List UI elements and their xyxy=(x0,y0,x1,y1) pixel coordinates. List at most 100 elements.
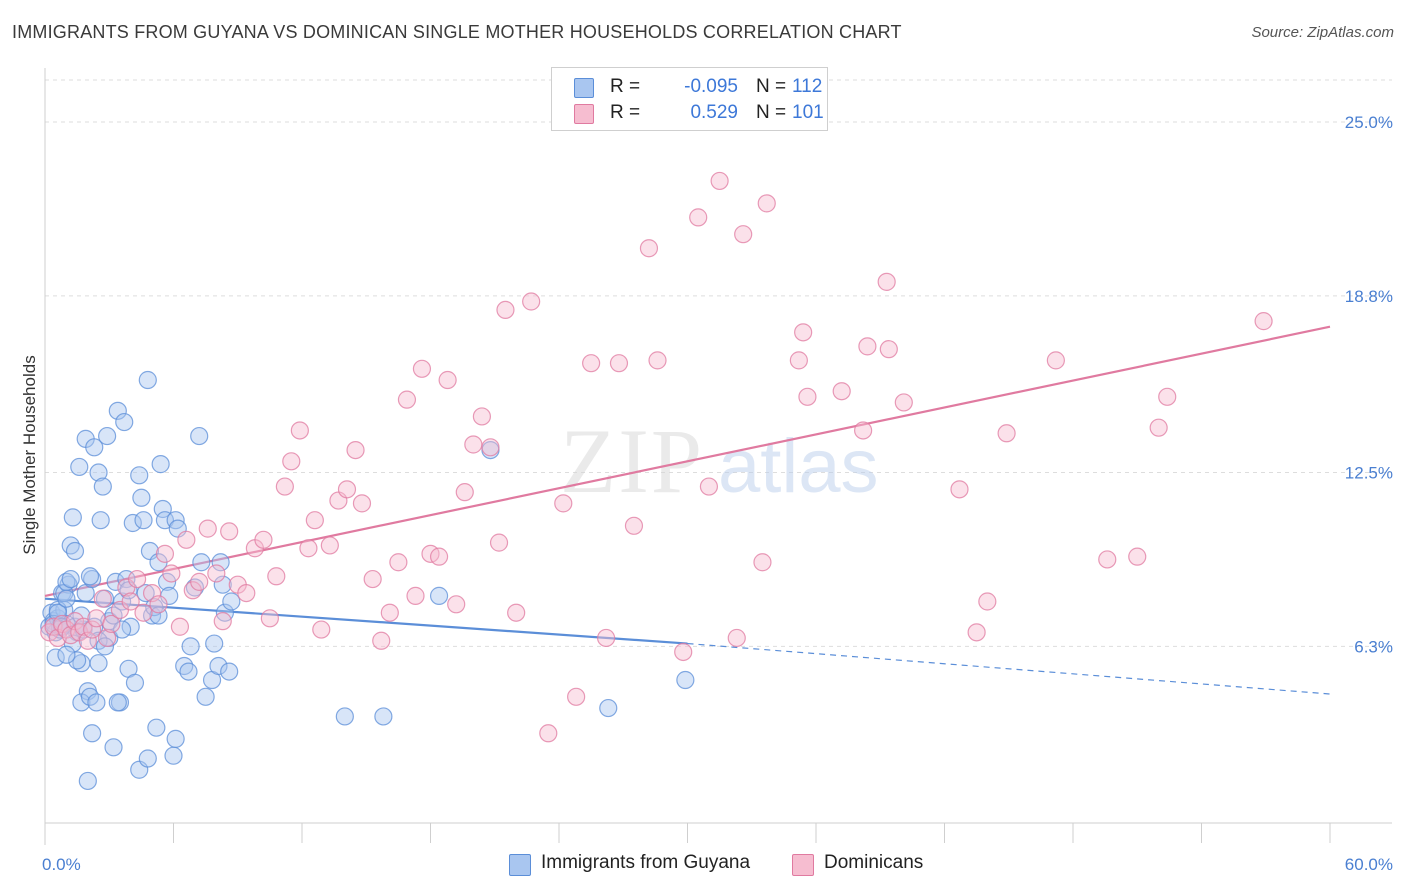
dominican-point xyxy=(198,519,217,538)
bottom-legend-label: Immigrants from Guyana xyxy=(541,852,751,873)
y-tick-label: 18.8% xyxy=(1345,287,1393,306)
guyana-point xyxy=(85,438,104,457)
dominican-point xyxy=(142,583,162,603)
grid-lines xyxy=(45,79,1392,647)
guyana-point xyxy=(125,673,145,692)
dominican-point xyxy=(624,516,644,535)
dominican-point xyxy=(121,592,140,611)
bottom-legend-label: Dominicans xyxy=(824,852,924,873)
dominican-point xyxy=(794,323,813,342)
dominican-point xyxy=(389,553,408,572)
guyana-point xyxy=(130,466,149,485)
dominican-point xyxy=(967,623,986,642)
dominican-point xyxy=(1098,550,1117,569)
dominican-point xyxy=(213,612,232,631)
watermark: ZIP xyxy=(560,410,704,512)
guyana-trend-extension xyxy=(687,642,1331,695)
guyana-point xyxy=(61,569,80,589)
correlation-legend: R = -0.095 N = 112 R = 0.529 N = 101 xyxy=(551,67,828,131)
dominican-point xyxy=(237,583,256,603)
guyana-point xyxy=(192,553,211,572)
dominican-point xyxy=(102,614,121,634)
dominican-point xyxy=(734,225,753,244)
dominican-point xyxy=(162,564,181,583)
guyana-point xyxy=(374,707,393,726)
dominican-point xyxy=(299,539,318,558)
guyana-point xyxy=(155,511,175,530)
dominican-point xyxy=(1158,387,1177,406)
dominican-point xyxy=(464,435,483,454)
legend-n-value: 101 xyxy=(792,102,824,123)
dominican-point xyxy=(1128,547,1147,566)
guyana-point xyxy=(429,586,449,605)
guyana-point xyxy=(87,693,106,712)
dominican-point xyxy=(260,609,279,628)
dominican-point xyxy=(522,292,541,311)
dominican-point xyxy=(789,351,808,370)
guyana-point xyxy=(65,541,85,561)
guyana-point xyxy=(83,569,102,589)
chart-title: IMMIGRANTS FROM GUYANA VS DOMINICAN SING… xyxy=(12,22,902,42)
guyana-point xyxy=(108,693,127,712)
dominican-point xyxy=(472,407,491,426)
guyana-point xyxy=(112,620,132,639)
dominican-point xyxy=(352,494,372,513)
guyana-point xyxy=(123,513,142,533)
dominican-point xyxy=(689,208,708,227)
dominican-point xyxy=(609,354,629,373)
dominican-point xyxy=(489,533,509,552)
dominican-point xyxy=(950,480,969,499)
legend-swatch-guyana xyxy=(574,78,594,98)
dominican-point xyxy=(567,687,586,706)
dominican-point xyxy=(507,603,526,622)
guyana-point xyxy=(104,738,123,757)
bottom-legend-swatch-dominicans xyxy=(792,854,814,876)
dominican-point xyxy=(674,642,693,662)
legend-r-value: 0.529 xyxy=(690,102,738,123)
dominican-point xyxy=(312,620,331,639)
guyana-point xyxy=(335,707,354,726)
data-points xyxy=(40,171,1273,791)
dominican-point xyxy=(1046,351,1065,370)
guyana-point xyxy=(157,572,177,591)
guyana-point xyxy=(196,687,215,706)
dominican-point xyxy=(879,340,898,359)
dominican-point xyxy=(254,530,273,549)
guyana-point xyxy=(78,771,97,791)
dominican-point xyxy=(78,631,97,650)
dominican-point xyxy=(177,530,196,549)
guyana-point xyxy=(68,651,87,670)
dominican-point xyxy=(282,452,301,471)
dominican-trend-line xyxy=(44,325,1331,597)
guyana-point xyxy=(57,645,76,664)
guyana-trend-line xyxy=(44,597,688,645)
dominican-point xyxy=(832,382,851,401)
guyana-point xyxy=(89,654,108,673)
guyana-point xyxy=(93,477,112,496)
dominican-point xyxy=(207,564,226,583)
guyana-point xyxy=(108,401,127,420)
guyana-point xyxy=(166,729,185,748)
guyana-point xyxy=(57,589,76,608)
dominican-point xyxy=(854,421,873,440)
guyana-point xyxy=(190,426,209,446)
dominican-point xyxy=(978,592,997,611)
x-tick-label: 60.0% xyxy=(1345,855,1393,874)
guyana-point xyxy=(205,634,224,653)
dominican-point xyxy=(757,194,776,213)
guyana-point xyxy=(151,455,170,474)
dominican-point xyxy=(554,494,573,513)
dominican-point xyxy=(798,387,817,406)
guyana-point xyxy=(676,670,695,690)
guyana-point xyxy=(209,656,228,676)
dominican-point xyxy=(429,547,449,566)
guyana-point xyxy=(80,567,100,586)
guyana-point xyxy=(179,662,198,681)
guyana-point xyxy=(115,412,134,432)
dominican-point xyxy=(149,595,168,614)
dominican-point xyxy=(372,631,391,650)
dominican-point xyxy=(858,337,877,356)
dominican-point xyxy=(1254,312,1273,331)
legend-r-label: R = xyxy=(610,76,641,97)
